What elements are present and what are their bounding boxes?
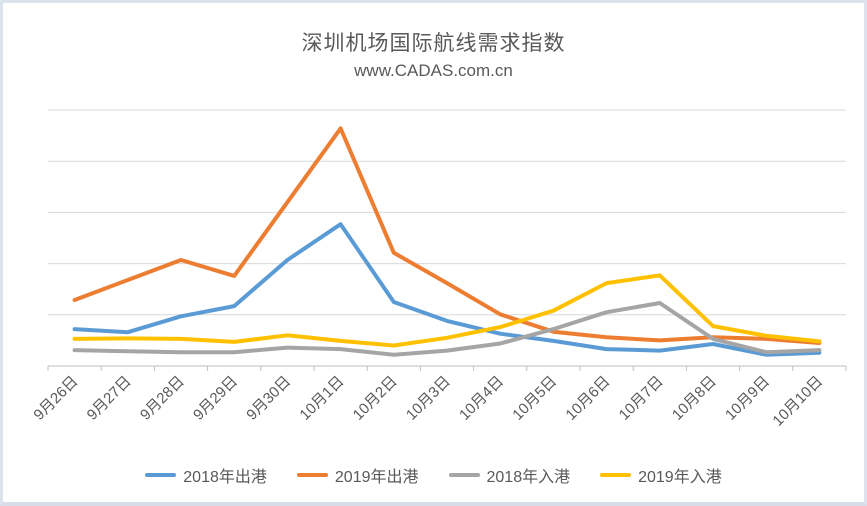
x-axis-label: 9月28日 <box>137 373 188 424</box>
x-axis-label: 9月30日 <box>243 373 294 424</box>
legend-swatch-2018-inbound <box>448 473 480 477</box>
legend-item-2019-outbound: 2019年出港 <box>296 463 419 487</box>
x-axis-label: 10月8日 <box>669 373 720 424</box>
x-axis-label: 10月3日 <box>403 373 454 424</box>
series-line-2018-inbound <box>72 301 822 357</box>
chart-legend: 2018年出港 2019年出港 2018年入港 2019年入港 <box>3 463 864 487</box>
legend-item-2018-inbound: 2018年入港 <box>448 463 571 487</box>
x-axis-label: 10月1日 <box>296 373 347 424</box>
series-line-2019-inbound <box>72 273 822 348</box>
legend-label-2019-inbound: 2019年入港 <box>638 469 722 486</box>
x-axis-label: 10月5日 <box>509 373 560 424</box>
legend-swatch-2019-outbound <box>296 473 328 477</box>
legend-swatch-2019-inbound <box>600 473 632 477</box>
legend-label-2018-outbound: 2018年出港 <box>183 469 267 486</box>
x-axis-label: 9月29日 <box>190 373 241 424</box>
x-axis-label: 10月6日 <box>562 373 613 424</box>
legend-swatch-2018-outbound <box>145 473 177 477</box>
series-line-2018-outbound <box>72 222 822 357</box>
x-axis-label: 9月26日 <box>30 373 81 424</box>
chart-canvas: 9月26日 9月27日 9月28日 9月29日 9月30日 10月1日 10月2日 10月3日… <box>30 109 847 430</box>
series-line-2019-outbound <box>72 126 822 345</box>
x-axis-label: 10月9日 <box>722 373 773 424</box>
x-axis-label: 10月4日 <box>456 373 507 424</box>
legend-label-2018-inbound: 2018年入港 <box>486 469 571 486</box>
legend-item-2018-outbound: 2018年出港 <box>145 463 267 487</box>
chart-title: 深圳机场国际航线需求指数 <box>301 32 566 55</box>
legend-label-2019-outbound: 2019年出港 <box>334 469 419 486</box>
x-axis-label: 10月7日 <box>616 373 667 424</box>
x-axis-label: 10月2日 <box>350 373 401 424</box>
chart-subtitle: www.CADAS.com.cn <box>354 61 513 80</box>
x-axis-label: 10月10日 <box>769 373 826 430</box>
x-axis-label: 9月27日 <box>84 373 135 424</box>
legend-item-2019-inbound: 2019年入港 <box>600 463 722 487</box>
